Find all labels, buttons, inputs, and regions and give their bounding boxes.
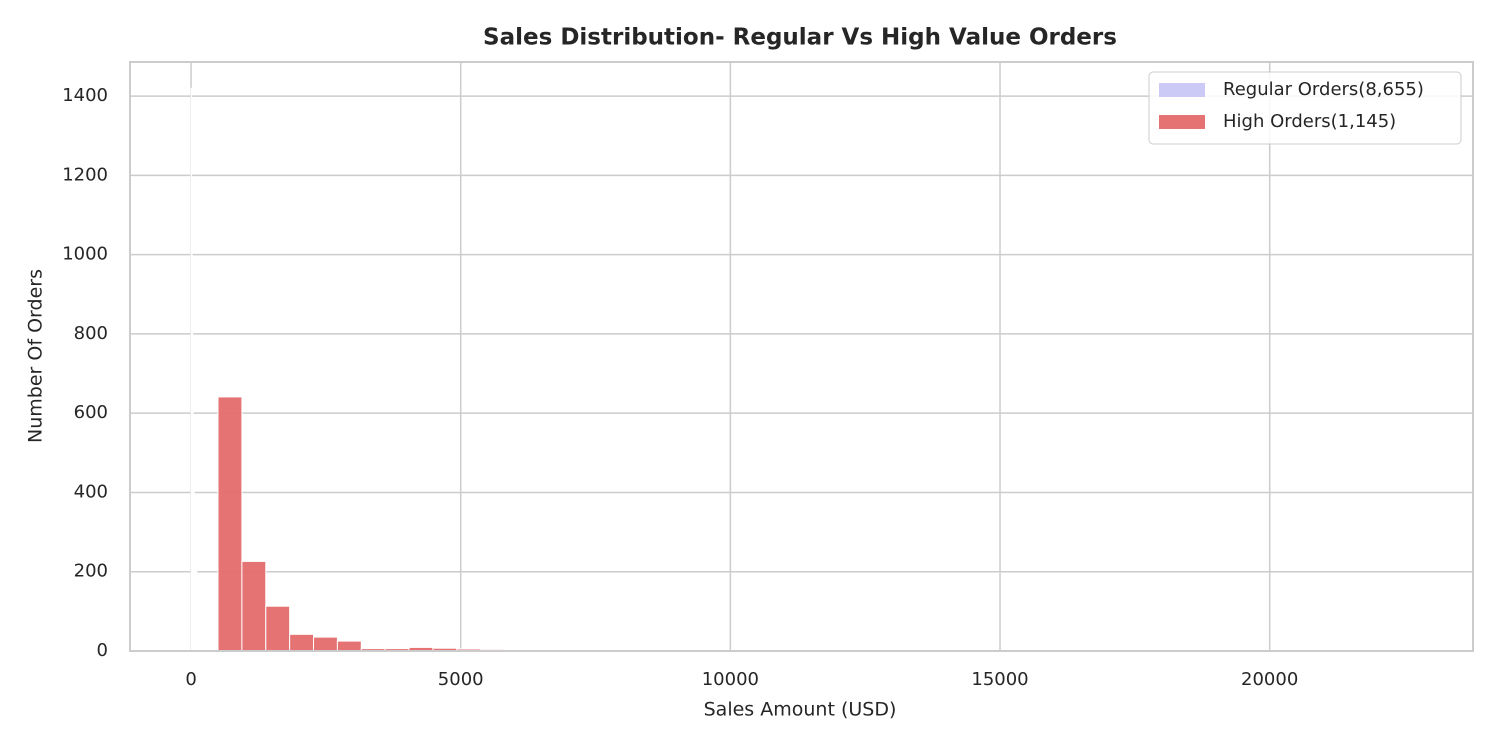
- histogram-bar: [217, 396, 243, 652]
- histogram-bar: [289, 633, 315, 652]
- y-tick-label: 600: [74, 402, 108, 423]
- x-tick-label: 5000: [438, 669, 484, 690]
- y-tick-label: 1000: [62, 244, 108, 265]
- y-axis-label: Number Of Orders: [25, 269, 47, 443]
- x-tick-label: 0: [185, 669, 196, 690]
- y-tick-label: 1400: [62, 85, 108, 106]
- x-axis-label: Sales Amount (USD): [704, 699, 897, 721]
- y-tick-label: 400: [74, 481, 108, 502]
- legend-swatch: [1159, 115, 1205, 129]
- x-tick-label: 15000: [971, 669, 1028, 690]
- y-tick-label: 0: [97, 640, 108, 661]
- plot-frame: [129, 61, 1474, 652]
- y-tick-label: 1200: [62, 164, 108, 185]
- x-tick-label: 10000: [702, 669, 759, 690]
- legend-swatch: [1159, 83, 1205, 97]
- y-tick-label: 200: [74, 561, 108, 582]
- legend-label: Regular Orders(8,655): [1223, 79, 1424, 100]
- x-tick-label: 20000: [1241, 669, 1298, 690]
- chart-title: Sales Distribution- Regular Vs High Valu…: [483, 25, 1117, 51]
- legend-box: [1148, 71, 1462, 145]
- legend-label: High Orders(1,145): [1223, 111, 1396, 132]
- histogram-bar: [336, 640, 362, 652]
- histogram-bar: [313, 636, 338, 652]
- y-tick-label: 800: [74, 323, 108, 344]
- histogram-bar: [265, 605, 291, 652]
- histogram-bar: [241, 560, 267, 652]
